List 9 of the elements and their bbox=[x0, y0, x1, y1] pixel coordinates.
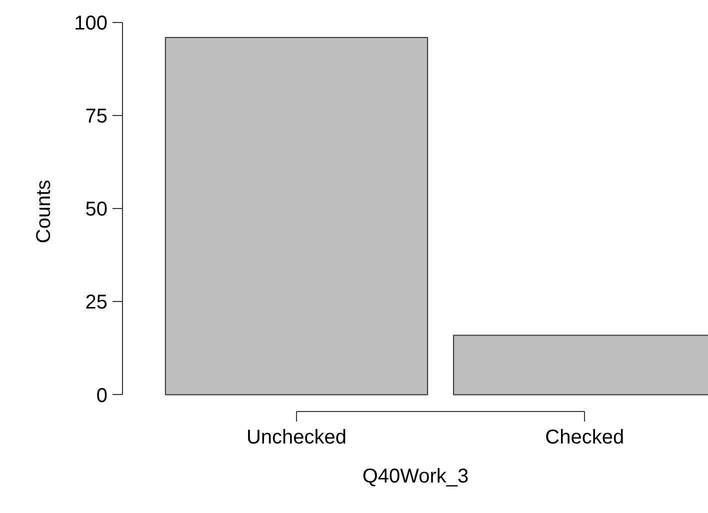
x-tick-label: Unchecked bbox=[246, 426, 347, 448]
x-axis-title: Q40Work_3 bbox=[362, 466, 469, 488]
x-tick-label: Checked bbox=[545, 426, 624, 448]
y-tick-label: 75 bbox=[85, 106, 108, 128]
y-tick-label: 25 bbox=[85, 292, 108, 314]
y-tick-label: 0 bbox=[96, 384, 108, 407]
y-axis-title: Counts bbox=[33, 180, 56, 244]
y-tick-label: 100 bbox=[74, 12, 108, 35]
y-tick-label: 50 bbox=[85, 198, 108, 221]
